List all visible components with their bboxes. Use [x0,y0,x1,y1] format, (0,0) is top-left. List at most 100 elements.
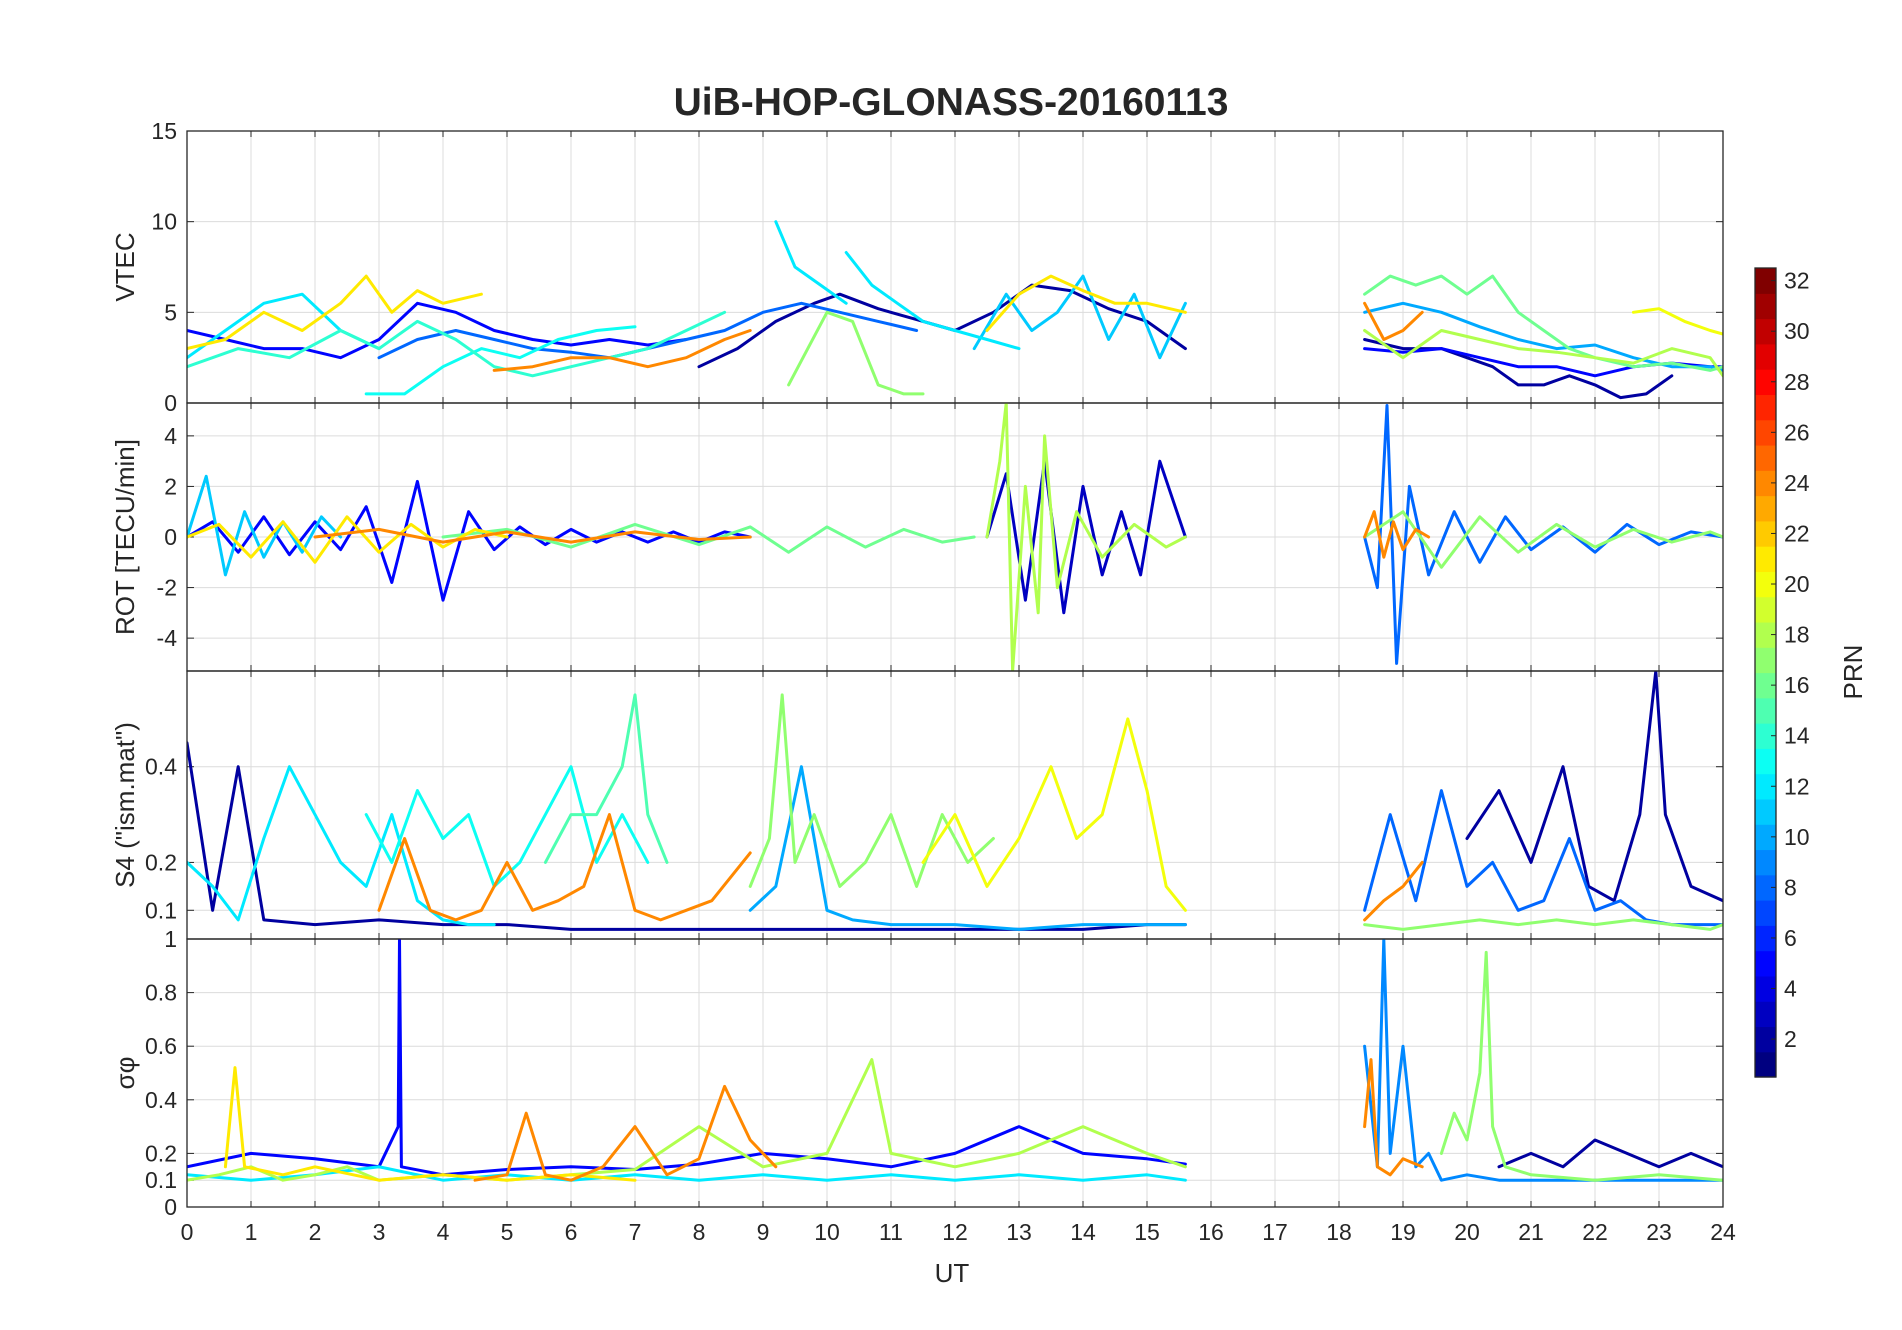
series-line-prn-15 [543,693,669,864]
colorbar-segment [1755,369,1776,396]
y-tick-label: 0 [164,524,177,550]
y-tick-label: 0.1 [145,1167,177,1193]
series-line-prn-5 [187,939,1187,1177]
x-tick-label: 20 [1454,1219,1480,1245]
colorbar-segment [1755,571,1776,598]
x-tick-label: 23 [1646,1219,1672,1245]
colorbar-segment [1755,900,1776,926]
x-tick-label: 5 [501,1219,514,1245]
colorbar-tick-label: 30 [1784,318,1810,344]
series-line-prn-20 [1631,307,1723,336]
y-tick-label: -4 [157,625,178,651]
colorbar-segment [1755,343,1776,370]
colorbar-segment [1755,824,1776,851]
colorbar-tick-label: 10 [1784,824,1810,850]
y-tick-label: 10 [151,209,177,235]
x-tick-label: 19 [1390,1219,1416,1245]
colorbar-segment [1755,773,1776,800]
colorbar-segment [1755,950,1776,977]
colorbar-segment [1755,1051,1776,1078]
colorbar-label: PRN [1838,645,1868,700]
colorbar-segment [1755,672,1776,699]
colorbar-segment [1755,723,1776,749]
series-line-prn-5 [187,301,688,360]
y-tick-label: 15 [151,118,177,144]
x-tick-label: 6 [565,1219,578,1245]
y-tick-label: 0.4 [145,754,177,780]
colorbar-segment [1755,697,1776,724]
series-line-prn-5 [187,479,752,602]
colorbar-segment [1755,1001,1776,1028]
series-line-prn-14 [187,310,727,378]
colorbar-tick-label: 2 [1784,1026,1797,1052]
series-line-prn-18 [1363,329,1723,378]
x-tick-label: 7 [629,1219,642,1245]
colorbar-segment [1755,647,1776,674]
colorbar-tick-label: 24 [1784,470,1810,496]
series-line-prn-18 [187,1058,1187,1182]
x-tick-label: 16 [1198,1219,1224,1245]
x-tick-label: 22 [1582,1219,1608,1245]
y-tick-label: 0.1 [145,897,177,923]
series-line-prn-17 [1439,950,1723,1182]
series-line-prn-24 [1363,860,1424,922]
series-line-prn-16 [1363,274,1723,372]
series-line-prn-17 [1363,918,1723,931]
colorbar-segment [1755,621,1776,648]
x-tick-label: 4 [437,1219,450,1245]
colorbar-tick-label: 20 [1784,571,1810,597]
colorbar-tick-label: 6 [1784,925,1797,951]
series-group [187,403,1723,671]
colorbar-segment [1755,444,1776,471]
y-axis-label: S4 ("ism.mat") [110,722,140,888]
colorbar-segment [1755,798,1776,825]
x-tick-label: 12 [942,1219,968,1245]
series-line-prn-20 [921,717,1187,912]
colorbar-tick-label: 32 [1784,268,1810,294]
series-line-prn-16 [441,522,976,554]
x-tick-label: 24 [1710,1219,1736,1245]
series-line-prn-17 [748,693,995,888]
panel-4: 00.10.2 0.4 0.6 0.8 1 σφ [110,926,1724,1220]
y-tick-label: -2 [157,575,177,601]
y-tick-label: 0.2 [145,1140,177,1166]
series-line-prn-18 [985,403,1187,671]
series-line-prn-9 [1363,939,1723,1182]
x-tick-label: 2 [309,1219,322,1245]
y-tick-label: 1 [164,926,177,952]
series-line-prn-10 [748,765,1187,931]
y-tick-label: 0 [164,1194,177,1220]
y-tick-label: 0.6 [145,1033,177,1059]
series-line-prn-11 [972,274,1187,360]
colorbar-segment [1755,520,1776,547]
y-tick-label: 0.4 [145,1087,177,1113]
colorbar-segment [1755,318,1776,345]
series-group [187,939,1723,1182]
panel-3: 0.1 0.2 0.4S4 ("ism.mat") [110,670,1724,940]
colorbar-tick-label: 12 [1784,773,1810,799]
y-axis-label: ROT [TECU/min] [110,439,140,635]
series-line-prn-24 [377,813,752,922]
series-line-prn-12 [774,220,848,305]
series-line-prn-17 [1363,510,1723,569]
colorbar-tick-label: 8 [1784,874,1797,900]
colorbar-tick-label: 4 [1784,976,1797,1002]
colorbar-segment [1755,394,1776,421]
series-line-prn-8 [1363,404,1723,665]
x-tick-label: 0 [181,1219,194,1245]
colorbar-tick-label: 16 [1784,672,1810,698]
colorbar-tick-label: 22 [1784,520,1810,546]
x-tick-label: 15 [1134,1219,1160,1245]
y-axis-label: VTEC [110,232,140,301]
series-line-prn-24 [1363,510,1431,559]
x-tick-label: 3 [373,1219,386,1245]
colorbar-segment [1755,874,1776,901]
series-line-prn-2 [1497,1138,1723,1169]
colorbar-segment [1755,495,1776,522]
series-line-prn-24 [313,527,752,544]
x-axis-label: UT [935,1258,970,1288]
colorbar-segment [1755,596,1776,623]
series-line-prn-24 [1363,301,1424,341]
colorbar-segment [1755,470,1776,497]
